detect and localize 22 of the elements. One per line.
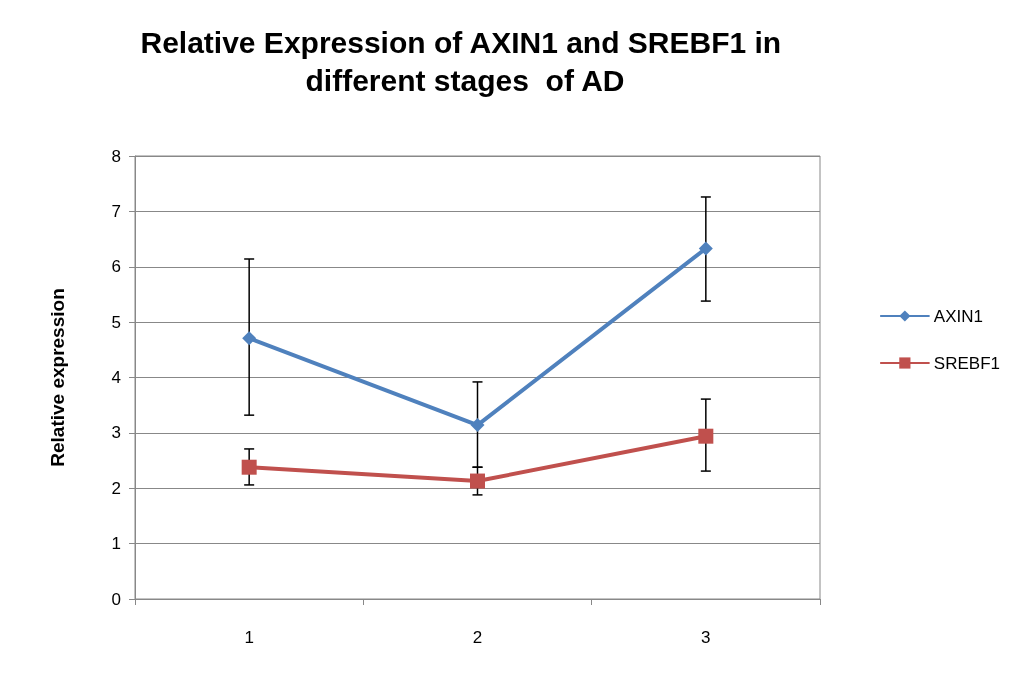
y-tick-label: 5 xyxy=(111,312,121,332)
y-tick-label: 8 xyxy=(111,146,121,166)
y-tick-label: 0 xyxy=(111,589,121,609)
y-tick-label: 2 xyxy=(111,478,121,498)
point xyxy=(241,459,257,475)
x-tick-label: 2 xyxy=(472,628,483,647)
y-tick-label: 1 xyxy=(111,534,121,554)
x-tick-label: 3 xyxy=(701,628,711,647)
y-tick-label: 7 xyxy=(111,201,121,221)
legend-label: SREBF1 xyxy=(933,353,1001,373)
y-tick-label: 4 xyxy=(111,368,121,387)
legend-label: AXIN1 xyxy=(933,306,984,326)
y-axis-title: Relative expression xyxy=(47,288,68,467)
point xyxy=(698,428,714,444)
point xyxy=(470,473,485,489)
y-tick-label: 6 xyxy=(111,257,121,277)
point xyxy=(698,241,713,256)
x-tick-label: 1 xyxy=(244,628,254,647)
y-tick-label: 3 xyxy=(111,423,121,443)
chart-title: Relative Expression of AXIN1 and SREBF1 in different stages of AD xyxy=(140,25,790,97)
point xyxy=(242,331,257,346)
point xyxy=(470,418,485,433)
